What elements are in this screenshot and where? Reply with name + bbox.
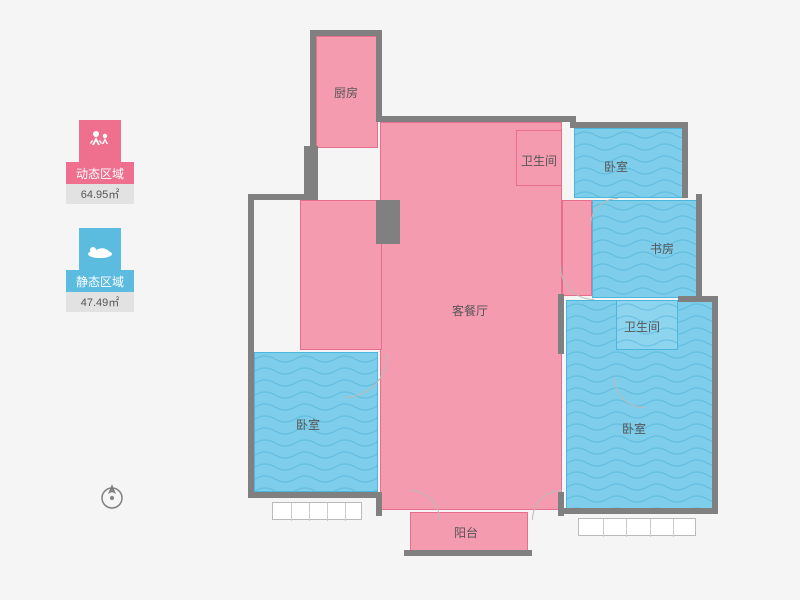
wall-16 [304, 146, 318, 200]
wall-4 [248, 194, 308, 200]
room-label-bath2-overlay: 卫生间 [624, 318, 660, 335]
room-label-study: 书房 [650, 240, 674, 257]
compass-icon [96, 480, 128, 512]
room-label-bedroom-br: 卧室 [622, 420, 646, 437]
room-label-bedroom-tr: 卧室 [604, 158, 628, 175]
legend-value-0: 64.95㎡ [66, 184, 134, 204]
wall-12 [712, 296, 718, 512]
wall-0 [310, 30, 382, 36]
room-label-bedroom-bl: 卧室 [296, 416, 320, 433]
legend-value-1: 47.49㎡ [66, 292, 134, 312]
wall-7 [248, 492, 380, 498]
wall-13 [696, 194, 702, 300]
room-bedroom-tr [574, 128, 684, 198]
wall-19 [678, 296, 716, 302]
wall-1 [310, 30, 316, 150]
legend-1: 静态区域47.49㎡ [66, 228, 134, 312]
room-living-ext-left [300, 200, 382, 350]
legend-label-0: 动态区域 [66, 162, 134, 184]
wall-2 [376, 30, 382, 120]
wall-5 [248, 194, 254, 352]
wall-17 [376, 200, 400, 244]
room-label-kitchen: 厨房 [334, 84, 358, 101]
balcony-rail-0 [272, 502, 362, 520]
wall-14 [682, 122, 688, 198]
wall-3 [376, 116, 576, 122]
wall-9 [404, 550, 532, 556]
room-label-living: 客餐厅 [452, 302, 488, 319]
room-label-balcony: 阳台 [454, 524, 478, 541]
wall-6 [248, 346, 254, 498]
balcony-rail-1 [578, 518, 696, 536]
room-label-bath1: 卫生间 [521, 152, 557, 169]
legend-0: 动态区域64.95㎡ [66, 120, 134, 204]
sleep-icon [79, 228, 121, 270]
legend-label-1: 静态区域 [66, 270, 134, 292]
wall-18 [558, 294, 564, 354]
wall-8 [376, 492, 382, 516]
people-icon [79, 120, 121, 162]
wall-11 [558, 508, 718, 514]
wall-15 [570, 122, 686, 128]
